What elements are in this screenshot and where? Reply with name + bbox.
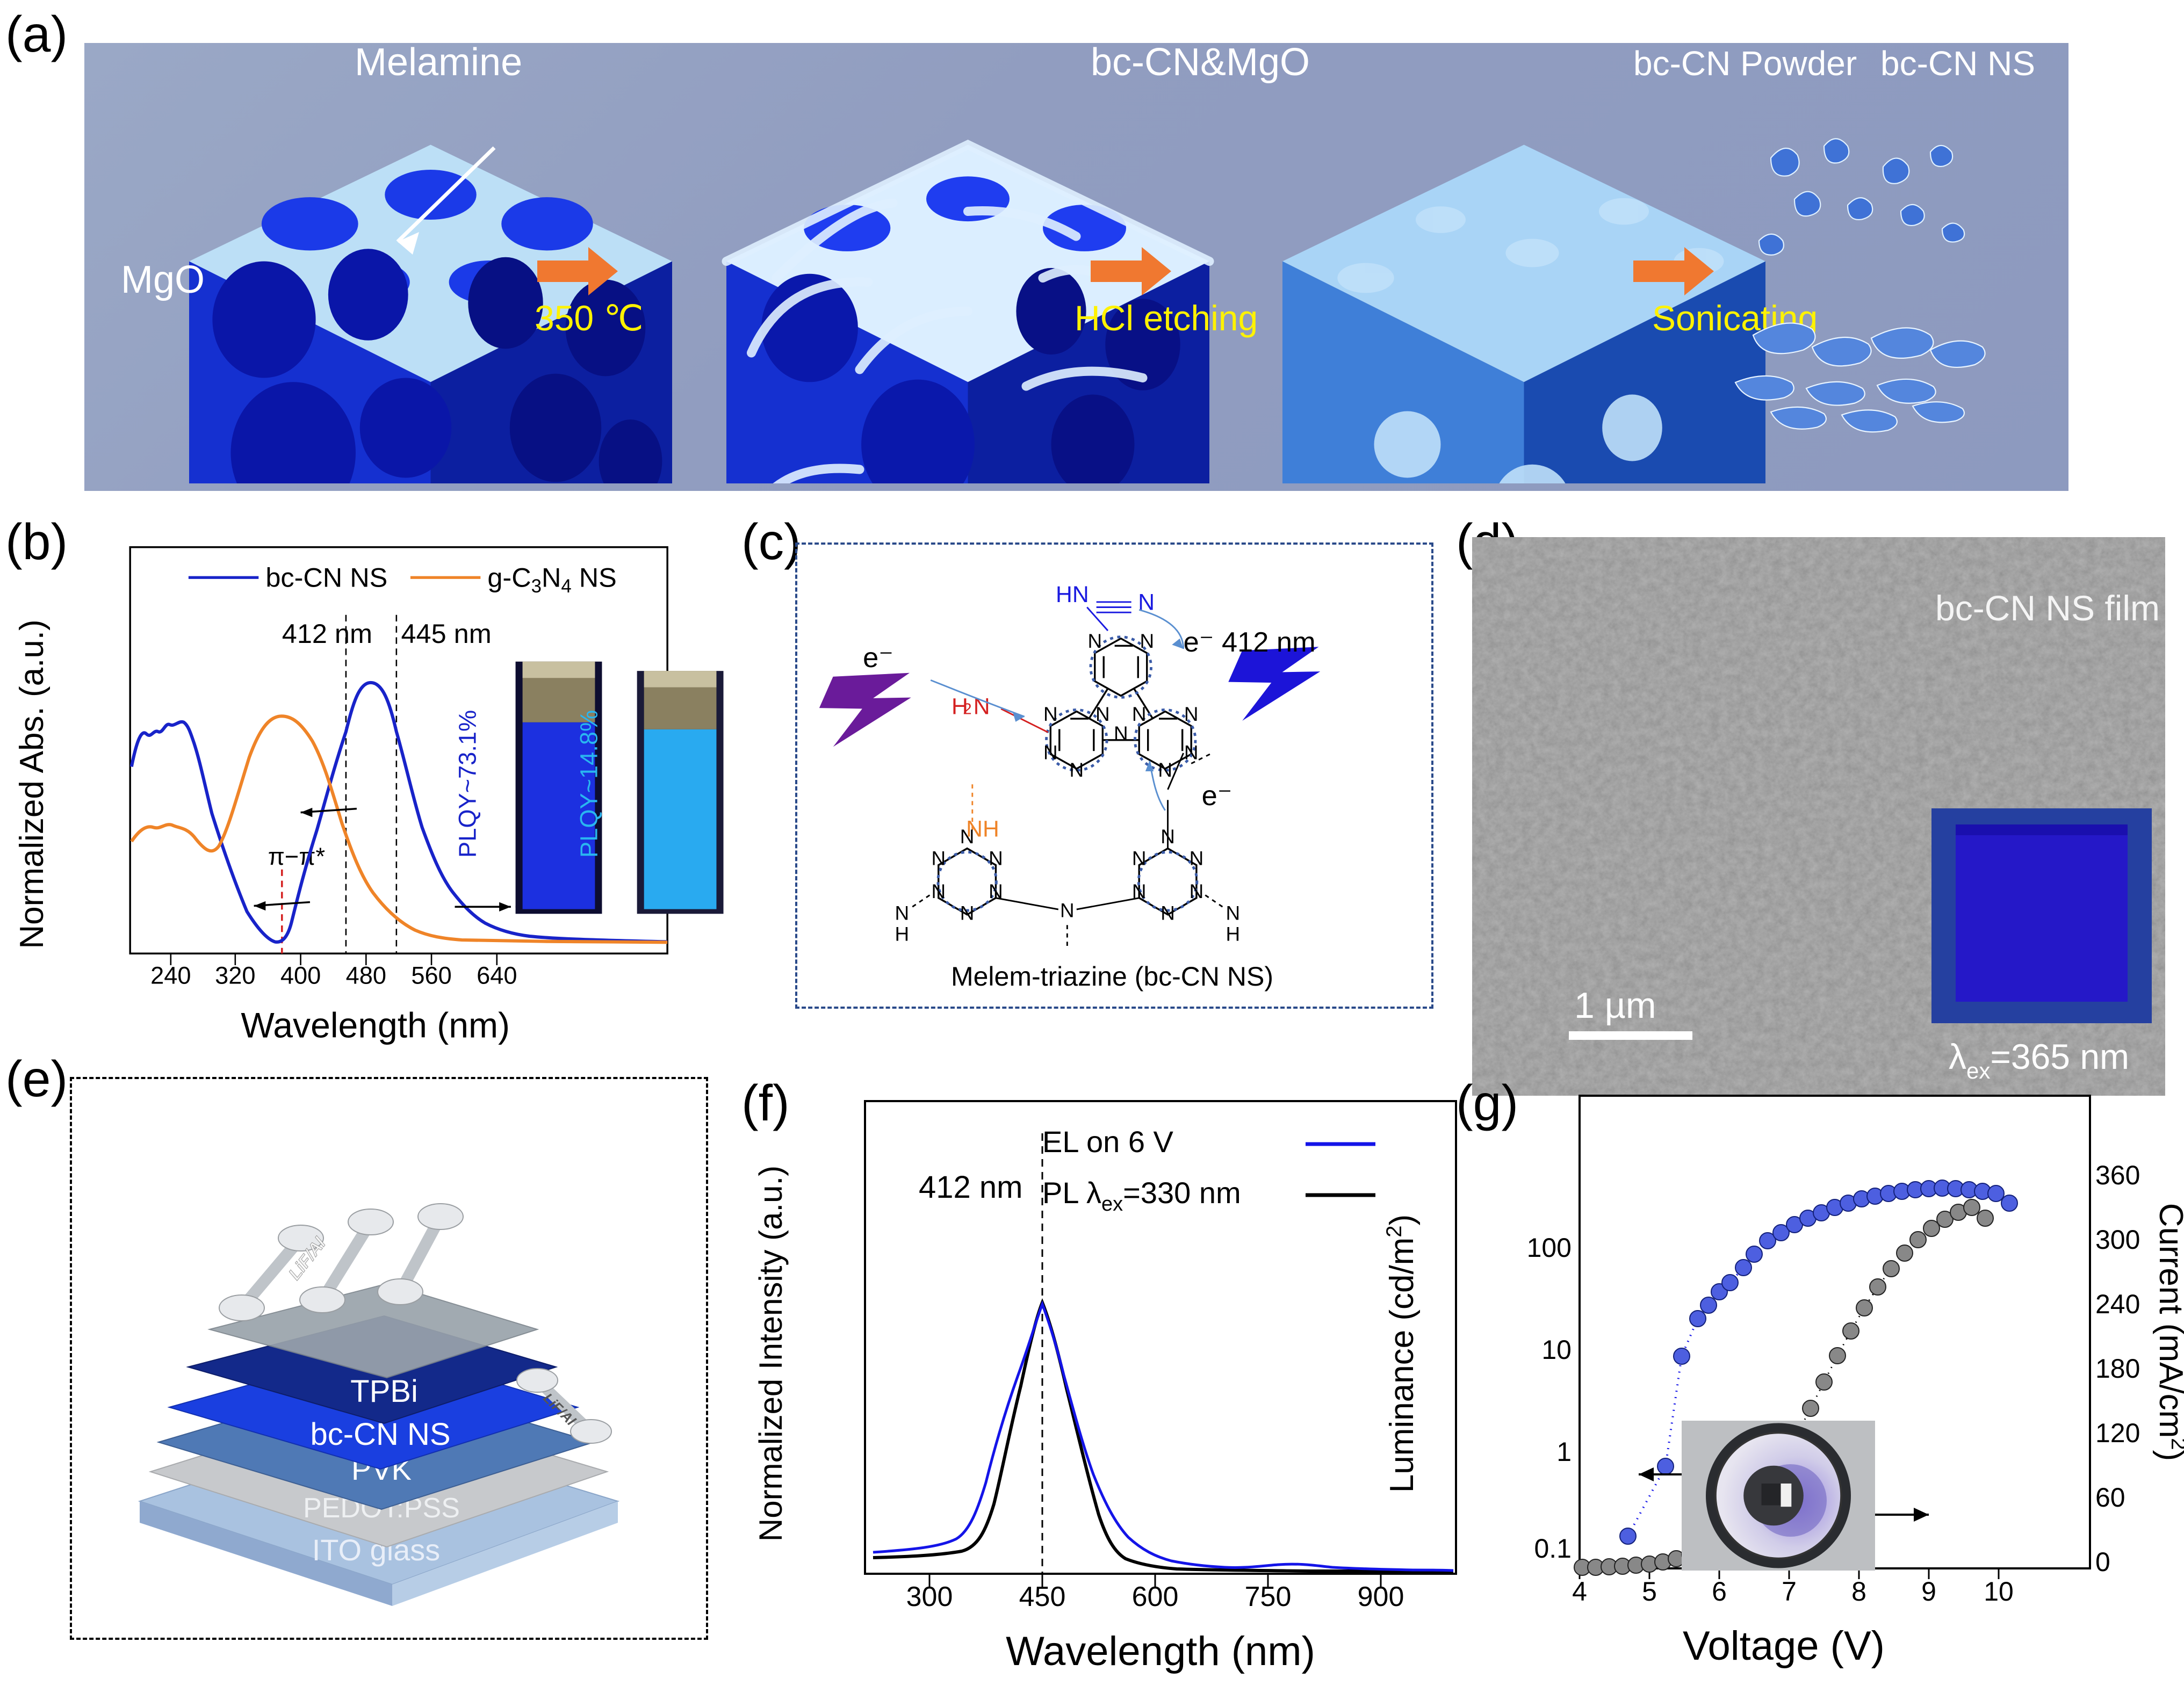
svg-text:N: N [989, 848, 1003, 870]
svg-text:480: 480 [346, 962, 386, 989]
svg-text:HCl etching: HCl etching [1075, 298, 1258, 338]
svg-text:Wavelength (nm): Wavelength (nm) [241, 1006, 510, 1046]
svg-text:400: 400 [280, 962, 321, 989]
svg-text:N: N [1087, 630, 1102, 652]
svg-text:H: H [895, 923, 910, 945]
svg-text:1: 1 [1556, 1437, 1572, 1467]
svg-text:N: N [1132, 848, 1147, 870]
svg-text:bc-CN NS: bc-CN NS [265, 562, 387, 593]
svg-text:N: N [931, 848, 946, 870]
svg-text:4: 4 [1572, 1576, 1587, 1607]
svg-text:10: 10 [1541, 1335, 1572, 1365]
svg-text:9: 9 [1921, 1576, 1936, 1607]
svg-text:360: 360 [2095, 1160, 2140, 1190]
svg-text:N: N [1184, 742, 1199, 764]
svg-text:Voltage (V): Voltage (V) [1683, 1623, 1885, 1669]
svg-text:N: N [1114, 722, 1128, 744]
svg-text:e⁻ 412 nm: e⁻ 412 nm [1184, 627, 1316, 658]
svg-text:5: 5 [1642, 1576, 1657, 1607]
svg-text:N: N [1226, 902, 1240, 924]
svg-text:N: N [1095, 703, 1110, 725]
svg-text:Melem-triazine (bc-CN NS): Melem-triazine (bc-CN NS) [951, 961, 1273, 992]
svg-text:560: 560 [411, 962, 451, 989]
svg-text:Luminance (cd/m2): Luminance (cd/m2) [1382, 1214, 1421, 1493]
svg-text:120: 120 [2095, 1418, 2140, 1448]
svg-text:320: 320 [215, 962, 255, 989]
svg-text:N: N [1161, 902, 1175, 924]
svg-text:π−π*: π−π* [268, 843, 325, 870]
svg-text:N: N [1043, 703, 1058, 725]
svg-text:bc-CN&MgO: bc-CN&MgO [1091, 41, 1310, 84]
svg-text:2: 2 [963, 700, 971, 718]
svg-text:e⁻: e⁻ [1202, 780, 1232, 812]
svg-text:N: N [1043, 742, 1058, 764]
svg-text:Wavelength (nm): Wavelength (nm) [1006, 1629, 1315, 1674]
svg-text:60: 60 [2095, 1482, 2125, 1513]
svg-text:N: N [1069, 759, 1084, 781]
svg-text:0: 0 [2095, 1547, 2110, 1577]
svg-text:0.1: 0.1 [1534, 1533, 1572, 1564]
svg-text:10: 10 [1984, 1576, 2014, 1607]
svg-text:bc-CN NS film: bc-CN NS film [1935, 588, 2160, 628]
svg-text:240: 240 [2095, 1289, 2140, 1319]
svg-text:100: 100 [1527, 1233, 1572, 1263]
svg-text:PLQY~14.8%: PLQY~14.8% [575, 710, 603, 858]
svg-text:300: 300 [2095, 1225, 2140, 1255]
svg-text:N: N [1140, 630, 1154, 652]
svg-text:Current (mA/cm2): Current (mA/cm2) [2152, 1203, 2184, 1461]
svg-text:6: 6 [1712, 1576, 1727, 1607]
svg-text:PL λex=330 nm: PL λex=330 nm [1042, 1176, 1241, 1216]
svg-text:350 ℃: 350 ℃ [535, 298, 644, 338]
svg-text:N: N [1190, 848, 1204, 870]
svg-text:N: N [1184, 703, 1199, 725]
svg-text:EL on 6 V: EL on 6 V [1042, 1125, 1174, 1159]
svg-text:240: 240 [150, 962, 191, 989]
svg-text:PLQY~73.1%: PLQY~73.1% [454, 710, 481, 858]
svg-text:e⁻: e⁻ [863, 642, 893, 674]
svg-text:180: 180 [2095, 1354, 2140, 1384]
svg-text:N: N [1190, 880, 1204, 902]
svg-text:445 nm: 445 nm [401, 618, 492, 649]
svg-text:Melamine: Melamine [355, 41, 522, 84]
svg-text:TPBi: TPBi [350, 1374, 418, 1409]
svg-text:7: 7 [1782, 1576, 1797, 1607]
svg-text:N: N [931, 880, 946, 902]
svg-text:1 µm: 1 µm [1574, 985, 1656, 1026]
svg-text:412 nm: 412 nm [282, 618, 372, 649]
svg-text:N: N [1060, 900, 1075, 922]
svg-text:N: N [1132, 703, 1147, 725]
svg-text:bc-CN NS: bc-CN NS [1880, 44, 2035, 83]
svg-text:MgO: MgO [121, 258, 205, 301]
svg-text:640: 640 [477, 962, 517, 989]
svg-text:HN: HN [1056, 582, 1089, 607]
svg-text:N: N [960, 902, 975, 924]
svg-text:H: H [1226, 923, 1240, 945]
svg-text:8: 8 [1851, 1576, 1866, 1607]
svg-text:g-C3N4 NS: g-C3N4 NS [487, 562, 616, 597]
svg-text:bc-CN Powder: bc-CN Powder [1633, 44, 1857, 83]
svg-text:N: N [1158, 759, 1172, 781]
svg-text:N: N [960, 826, 975, 848]
svg-text:N: N [895, 902, 910, 924]
svg-text:412 nm: 412 nm [919, 1170, 1022, 1205]
